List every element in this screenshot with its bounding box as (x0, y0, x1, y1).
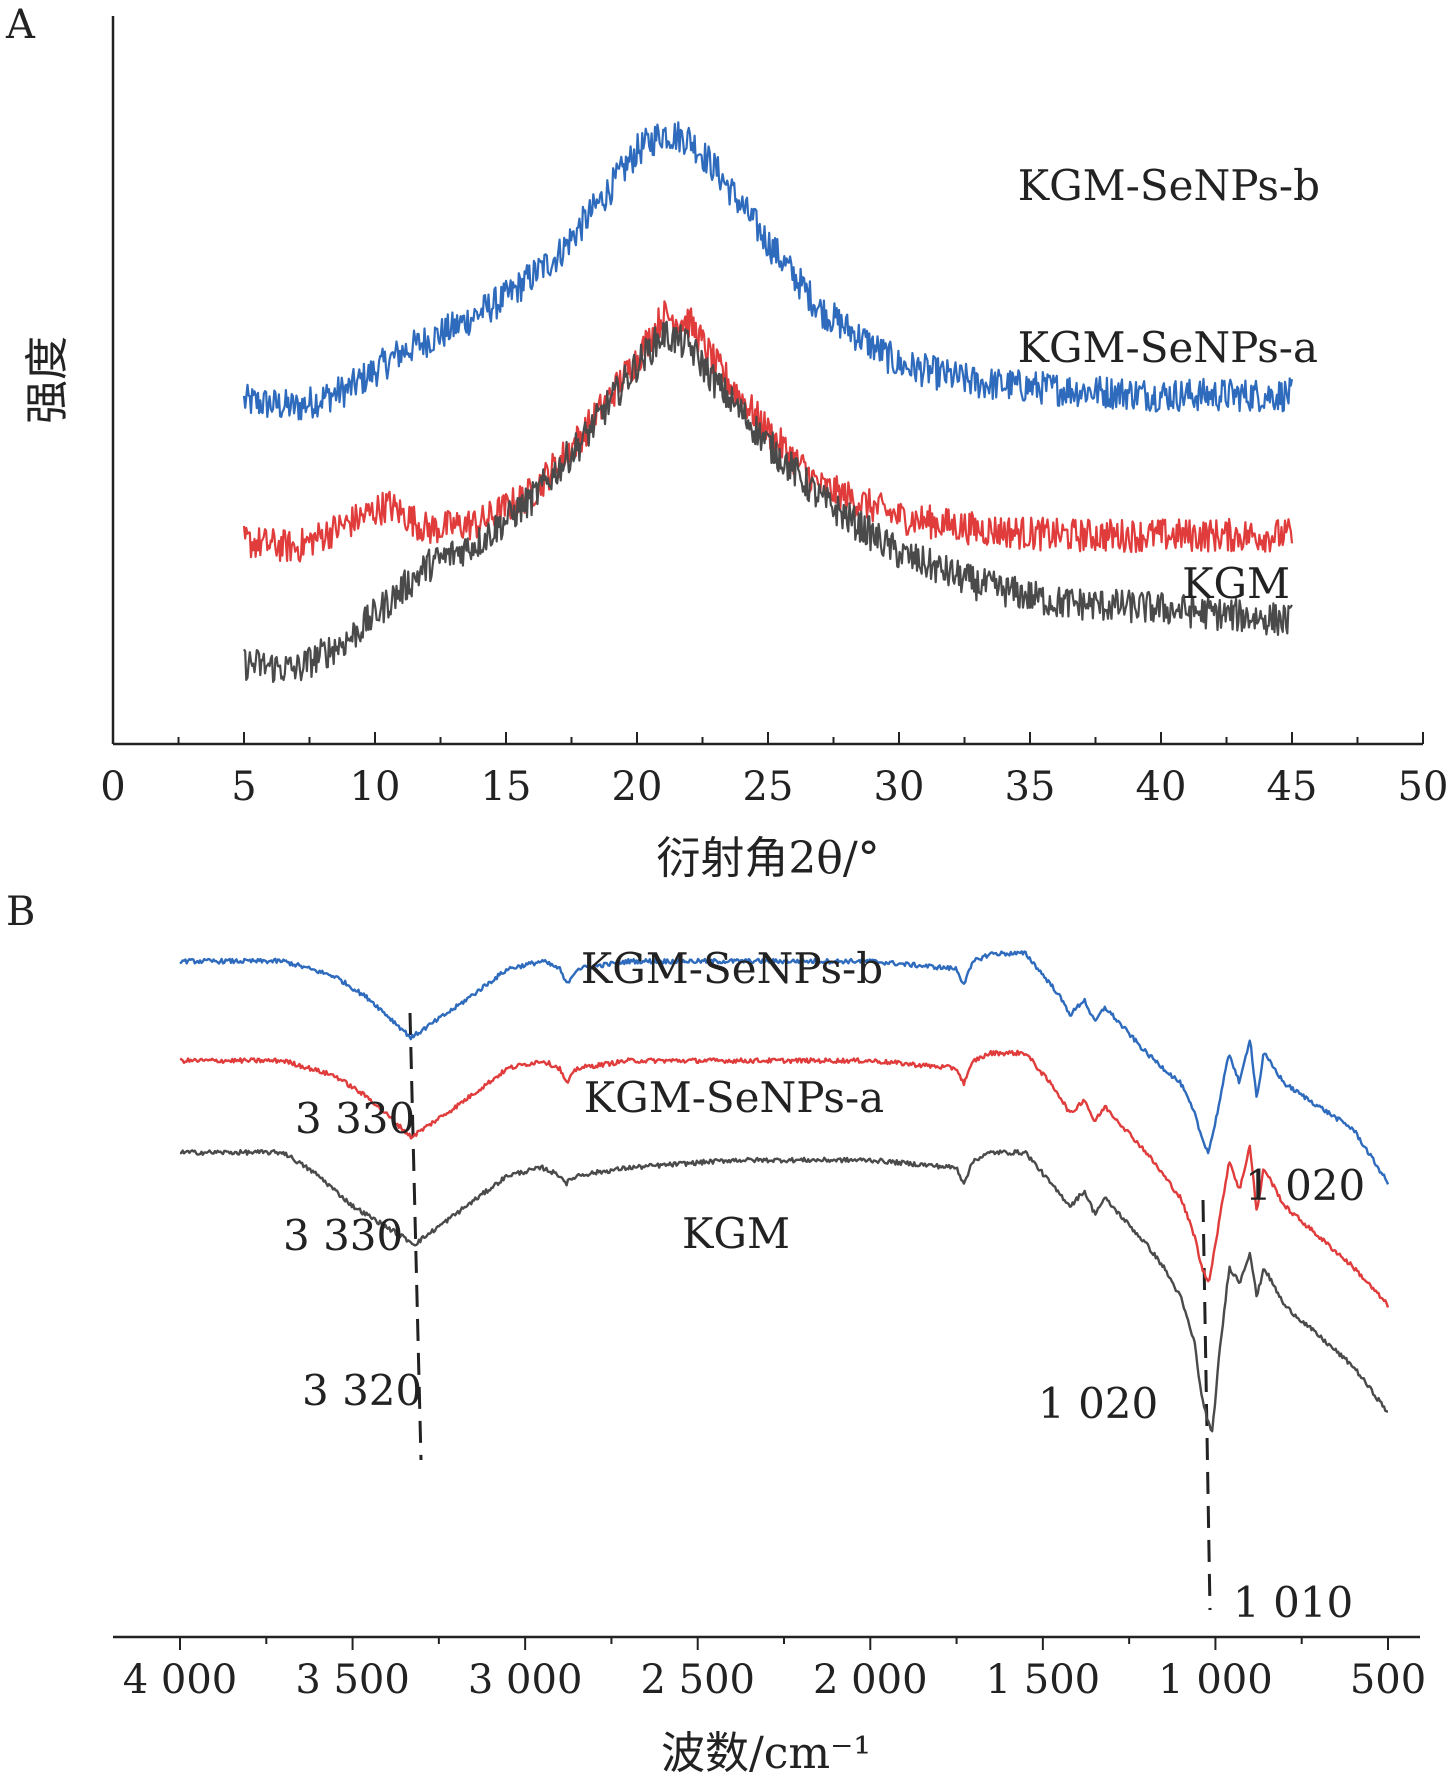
series-line (179, 1049, 1390, 1308)
peak-annotation: 3 320 (302, 1366, 422, 1415)
series-line (179, 950, 1390, 1185)
x-tick-label: 40 (1136, 764, 1187, 810)
series-label: KGM-SeNPs-a (1018, 323, 1318, 372)
x-tick-label: 45 (1267, 764, 1318, 810)
x-tick-label: 2 500 (640, 1657, 755, 1703)
series-label: KGM (1182, 559, 1290, 608)
y-axis-title: 强度 (22, 336, 73, 424)
x-tick-label: 5 (231, 764, 256, 810)
panel-label-b: B (6, 889, 35, 935)
dashed-guide-line (408, 1012, 423, 1461)
peak-annotation: 3 330 (295, 1094, 415, 1143)
x-tick-label: 3 000 (468, 1657, 583, 1703)
x-tick-label: 500 (1350, 1657, 1426, 1703)
dashed-guide-line (1201, 1199, 1212, 1611)
panel-label-a: A (5, 2, 36, 48)
x-tick-label: 10 (350, 764, 401, 810)
x-tick-label: 35 (1005, 764, 1056, 810)
x-tick-label: 2 000 (813, 1657, 928, 1703)
series-line (179, 1149, 1388, 1433)
x-tick-label: 3 500 (295, 1657, 410, 1703)
x-tick-label: 20 (612, 764, 663, 810)
x-axis-title: 衍射角2θ/° (656, 833, 879, 884)
panel-b-chart: B 4 000 3 500 3 000 2 500 2 000 1 500 1 000 500 波… (6, 889, 1426, 1777)
x-tick-label: 50 (1398, 764, 1449, 810)
x-tick-label: 30 (874, 764, 925, 810)
peak-annotation: 3 330 (283, 1211, 403, 1260)
series-line (242, 300, 1294, 563)
peak-annotation: 1 020 (1038, 1379, 1158, 1428)
x-tick-label: 0 (100, 764, 125, 810)
series-label: KGM (682, 1209, 790, 1258)
x-tick-label: 25 (743, 764, 794, 810)
x-axis-title: 波数/cm⁻¹ (661, 1728, 871, 1777)
peak-annotation: 1 010 (1233, 1578, 1353, 1627)
series-line (243, 320, 1293, 683)
x-tick-label: 1 000 (1158, 1657, 1273, 1703)
series-label: KGM-SeNPs-b (1018, 161, 1320, 210)
x-tick-label: 15 (481, 764, 532, 810)
series-line (242, 121, 1294, 421)
panel-a-chart: A 0 5 10 15 20 25 30 35 40 45 50 衍射角2θ/° 强度 KGM-SeNPs-… (5, 2, 1448, 884)
series-label: KGM-SeNPs-b (581, 944, 883, 993)
series-label: KGM-SeNPs-a (584, 1073, 884, 1122)
x-tick-label: 1 500 (986, 1657, 1101, 1703)
peak-annotation: 1 020 (1245, 1161, 1365, 1210)
x-tick-label: 4 000 (123, 1657, 238, 1703)
